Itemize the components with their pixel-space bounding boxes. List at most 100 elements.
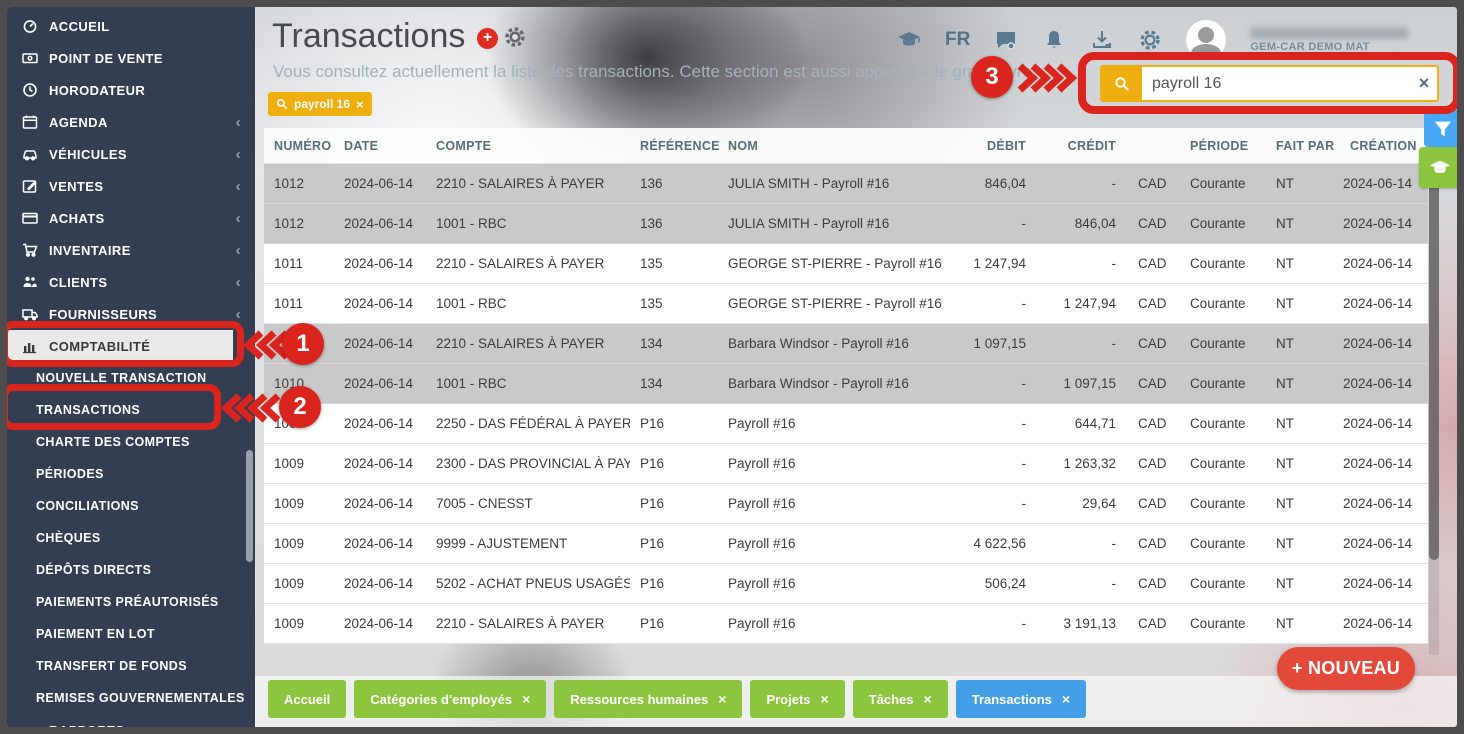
bottom-tab[interactable]: Transactions ×: [955, 680, 1087, 718]
sidebar-subitem[interactable]: PAIEMENTS PRÉAUTORISÉS: [7, 586, 255, 618]
sidebar-subitem[interactable]: TRANSFERT DE FONDS: [7, 650, 255, 682]
sidebar-item-comptabilite[interactable]: COMPTABILITÉ: [7, 330, 233, 362]
sidebar-item-inventaire[interactable]: INVENTAIRE ‹: [7, 234, 255, 266]
sidebar-subitem[interactable]: TRANSACTIONS: [7, 394, 255, 426]
sidebar-subitem[interactable]: DÉPÔTS DIRECTS: [7, 554, 255, 586]
search-button[interactable]: [1102, 67, 1142, 100]
filter-chip-label: payroll 16: [294, 97, 351, 111]
sidebar-item-accueil[interactable]: ACCUEIL: [7, 10, 255, 42]
table-row[interactable]: 1009 2024-06-14 2210 - SALAIRES À PAYER …: [264, 604, 1428, 644]
chevron-collapse-icon: ‹: [236, 722, 241, 728]
language-selector[interactable]: FR: [945, 29, 971, 50]
column-header[interactable]: RÉFÉRENCE: [640, 138, 720, 153]
bottom-tab[interactable]: Projets ×: [750, 680, 845, 718]
sidebar-item-fournisseurs[interactable]: FOURNISSEURS ‹: [7, 298, 255, 330]
column-header[interactable]: PÉRIODE: [1190, 138, 1249, 153]
notifications-bell-icon[interactable]: [1042, 28, 1066, 52]
table-row[interactable]: 1010 2024-06-14 2210 - SALAIRES À PAYER …: [264, 324, 1428, 364]
table-scrollbar-thumb[interactable]: [1429, 175, 1439, 560]
bottom-tab[interactable]: Tâches ×: [852, 680, 948, 718]
new-transaction-button[interactable]: + NOUVEAU: [1277, 647, 1415, 690]
cell-devise: CAD: [1138, 216, 1167, 231]
tutorial-cap-button[interactable]: [1419, 147, 1457, 188]
search-input[interactable]: [1142, 67, 1411, 100]
table-row[interactable]: 1009 2024-06-14 9999 - AJUSTEMENT P16 Pa…: [264, 524, 1428, 564]
column-header[interactable]: FAIT PAR: [1276, 138, 1335, 153]
sidebar-item-horodateur[interactable]: HORODATEUR: [7, 74, 255, 106]
table-row[interactable]: 1012 2024-06-14 1001 - RBC 136 JULIA SMI…: [264, 204, 1428, 244]
page-settings-gear-icon[interactable]: [503, 25, 527, 49]
column-header[interactable]: CRÉATION: [1350, 138, 1417, 153]
table-row[interactable]: 1010 2024-06-14 1001 - RBC 134 Barbara W…: [264, 364, 1428, 404]
tab-close-icon[interactable]: ×: [923, 691, 932, 707]
sidebar-subitem[interactable]: CHÈQUES: [7, 522, 255, 554]
add-transaction-icon[interactable]: +: [477, 28, 498, 49]
cell-nom: Payroll #16: [728, 536, 796, 551]
sidebar-subitem[interactable]: REMISES GOUVERNEMENTALES: [7, 682, 255, 714]
sidebar-subitem[interactable]: NOUVELLE TRANSACTION: [7, 362, 255, 394]
training-cap-icon[interactable]: [897, 28, 921, 52]
cell-reference: 135: [640, 256, 663, 271]
bottom-tab[interactable]: Catégories d'employés ×: [354, 680, 547, 718]
sidebar-subitem[interactable]: PÉRIODES: [7, 458, 255, 490]
filter-button[interactable]: [1424, 110, 1457, 147]
tab-close-icon[interactable]: ×: [522, 691, 531, 707]
cell-periode: Courante: [1190, 216, 1246, 231]
settings-gear-icon[interactable]: [1138, 28, 1162, 52]
tab-close-icon[interactable]: ×: [1061, 691, 1071, 707]
sidebar-subitem[interactable]: CHARTE DES COMPTES: [7, 426, 255, 458]
table-row[interactable]: 1012 2024-06-14 2210 - SALAIRES À PAYER …: [264, 164, 1428, 204]
sidebar-scrollbar[interactable]: [246, 450, 253, 562]
table-row[interactable]: 1011 2024-06-14 2210 - SALAIRES À PAYER …: [264, 244, 1428, 284]
column-header[interactable]: NUMÉRO: [274, 138, 332, 153]
column-header[interactable]: CRÉDIT: [1067, 138, 1116, 153]
cell-fait-par: NT: [1276, 576, 1294, 591]
cell-numero: 1012: [274, 216, 305, 231]
sidebar-item-achats[interactable]: ACHATS ‹: [7, 202, 255, 234]
chat-icon[interactable]: [994, 28, 1018, 52]
bar-chart-icon: [22, 722, 40, 727]
sidebar-subitem-label: REMISES GOUVERNEMENTALES: [36, 691, 245, 705]
table-row[interactable]: 1009 2024-06-14 7005 - CNESST P16 Payrol…: [264, 484, 1428, 524]
bottom-tab[interactable]: Accueil: [268, 680, 347, 718]
sidebar-subitem-label: NOUVELLE TRANSACTION: [36, 371, 207, 385]
sidebar-item-label: ACHATS: [49, 210, 105, 226]
sidebar-item-rapports[interactable]: RAPPORTS ‹: [7, 714, 255, 728]
cell-numero: 1009: [274, 536, 305, 551]
filter-chip-remove-icon[interactable]: ×: [356, 96, 364, 112]
sidebar-item-point-de-vente[interactable]: POINT DE VENTE: [7, 42, 255, 74]
download-icon[interactable]: [1090, 28, 1114, 52]
user-avatar[interactable]: [1186, 20, 1227, 60]
tab-close-icon[interactable]: ×: [718, 691, 727, 707]
column-header[interactable]: COMPTE: [436, 138, 492, 153]
table-row[interactable]: 1009 2024-06-14 2300 - DAS PROVINCIAL À …: [264, 444, 1428, 484]
sidebar-item-ventes[interactable]: VENTES ‹: [7, 170, 255, 202]
cell-compte: 2210 - SALAIRES À PAYER: [436, 336, 605, 351]
column-header[interactable]: DATE: [344, 138, 379, 153]
user-info[interactable]: GEM-CAR DEMO MAT: [1250, 27, 1409, 53]
tab-close-icon[interactable]: ×: [820, 691, 829, 707]
cell-compte: 7005 - CNESST: [436, 496, 533, 511]
table-scrollbar[interactable]: [1429, 167, 1439, 655]
search-clear-icon[interactable]: ×: [1418, 73, 1430, 93]
cell-date: 2024-06-14: [344, 336, 414, 351]
cell-compte: 2210 - SALAIRES À PAYER: [436, 256, 605, 271]
cell-creation: 2024-06-14: [1342, 336, 1412, 351]
cell-credit: -: [1111, 176, 1117, 191]
cell-date: 2024-06-14: [344, 416, 414, 431]
sidebar-item-clients[interactable]: CLIENTS ‹: [7, 266, 255, 298]
sidebar-item-agenda[interactable]: AGENDA ‹: [7, 106, 255, 138]
cell-debit: -: [1021, 416, 1027, 431]
bottom-tab[interactable]: Ressources humaines ×: [554, 680, 743, 718]
sidebar-item-vehicules[interactable]: VÉHICULES ‹: [7, 138, 255, 170]
table-row[interactable]: 1009 2024-06-14 5202 - ACHAT PNEUS USAGÉ…: [264, 564, 1428, 604]
table-row[interactable]: 1009 2024-06-14 2250 - DAS FÉDÉRAL À PAY…: [264, 404, 1428, 444]
cell-reference: 134: [640, 336, 663, 351]
active-filter-chip[interactable]: payroll 16 ×: [268, 92, 372, 116]
sidebar-subitem[interactable]: PAIEMENT EN LOT: [7, 618, 255, 650]
column-header[interactable]: DÉBIT: [987, 138, 1026, 153]
table-row[interactable]: 1011 2024-06-14 1001 - RBC 135 GEORGE ST…: [264, 284, 1428, 324]
column-header[interactable]: NOM: [728, 138, 759, 153]
sidebar-subitem[interactable]: CONCILIATIONS: [7, 490, 255, 522]
graduation-cap-icon: [1429, 160, 1451, 173]
